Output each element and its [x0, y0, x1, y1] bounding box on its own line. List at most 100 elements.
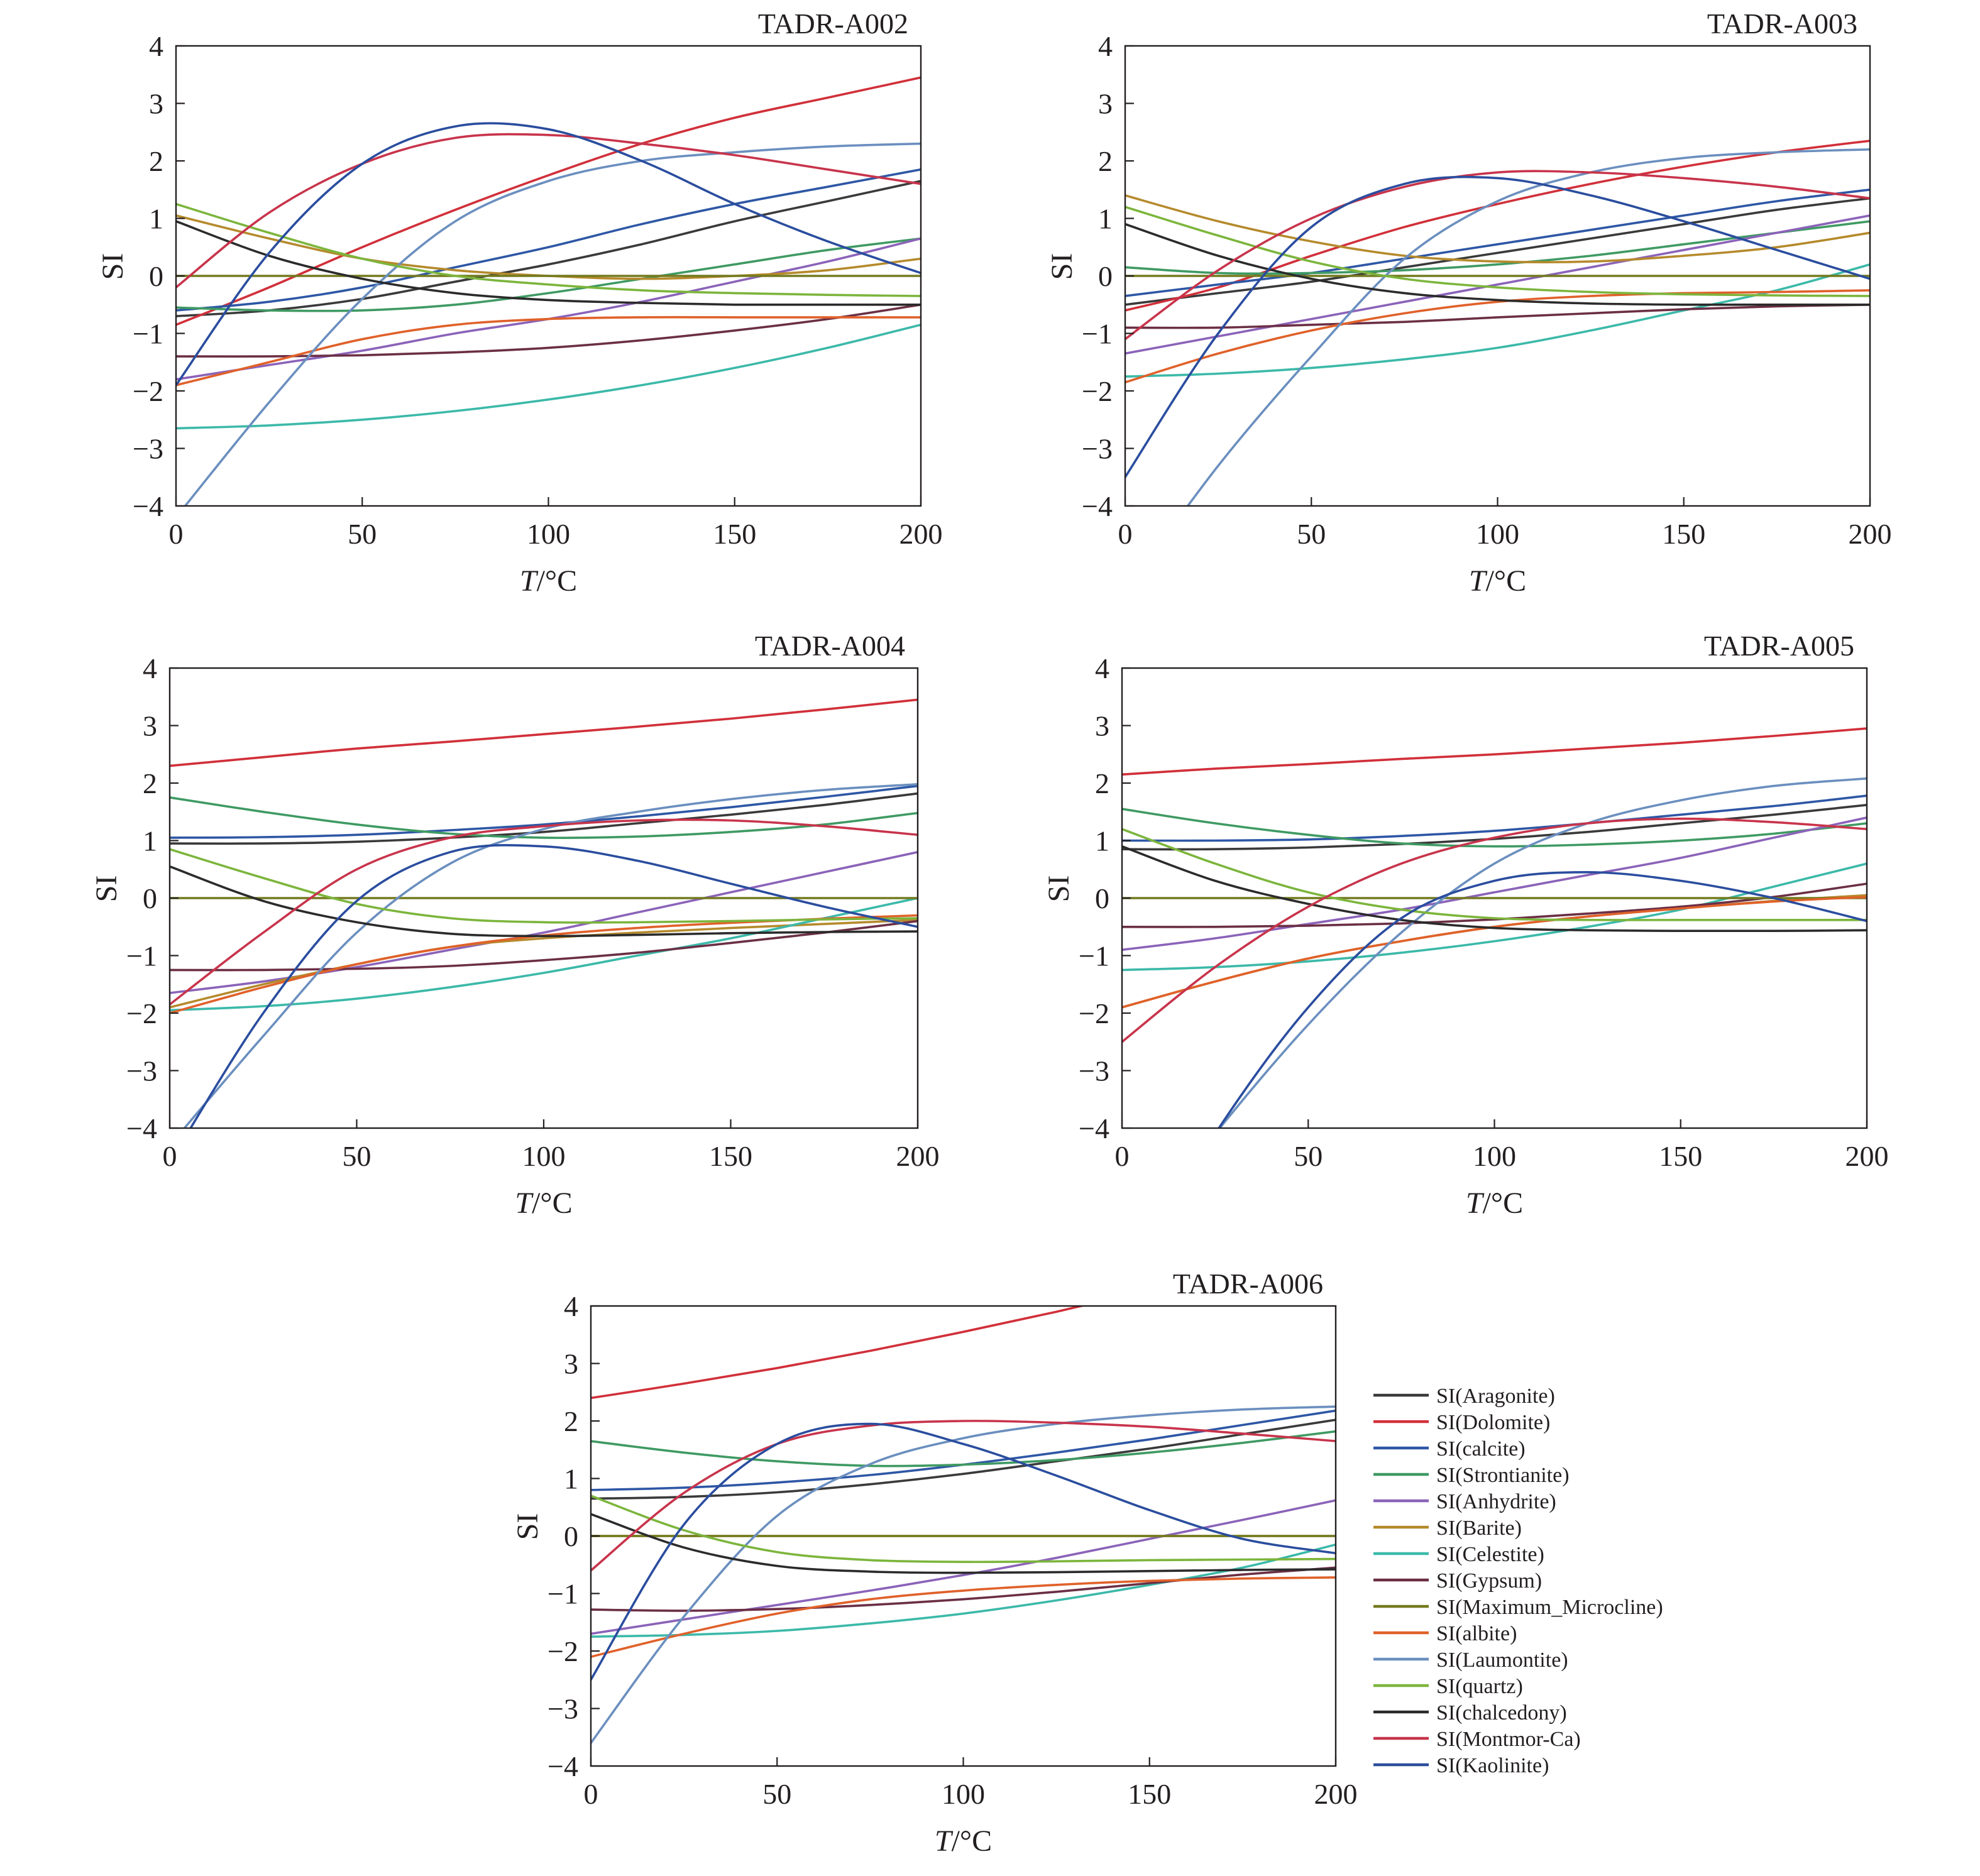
legend-label: SI(Dolomite)	[1436, 1411, 1550, 1434]
series-line-si-aragonite	[1125, 197, 1870, 306]
x-tick-label: 200	[896, 1140, 940, 1172]
legend-item-si-chalcedony: SI(chalcedony)	[1373, 1701, 1567, 1725]
series-line-si-kaolinite	[189, 843, 918, 1128]
series-line-si-albite	[1122, 896, 1867, 1009]
chart-panel-5: 0 50 100 150 200 4 3 2 1 0 −1 −2 −3 −4 TADR-A006 T/°C SI	[511, 1268, 1358, 1858]
panel-title: TADR-A003	[1707, 8, 1857, 40]
panel-title: TADR-A004	[755, 630, 905, 662]
chart-panel-2: 0 50 100 150 200 4 3 2 1 0 −1 −2 −3 −4 TADR-A003 T/°C SI	[1045, 8, 1892, 598]
y-tick-label: 3	[143, 710, 157, 742]
x-tick-label: 150	[709, 1140, 752, 1172]
series-line-si-quartz	[1122, 828, 1867, 921]
x-axis-label: T/°C	[935, 1824, 992, 1858]
legend-item-si-gypsum: SI(Gypsum)	[1373, 1569, 1542, 1593]
legend-label: SI(Laumontite)	[1436, 1648, 1568, 1672]
series-line-si-calcite	[176, 168, 921, 312]
legend-label: SI(Strontianite)	[1436, 1464, 1570, 1487]
legend-label: SI(Maximum_Microcline)	[1436, 1596, 1663, 1619]
x-tick-label: 50	[762, 1778, 791, 1810]
panel-title: TADR-A002	[758, 8, 908, 40]
chart-panel-3: 0 50 100 150 200 4 3 2 1 0 −1 −2 −3 −4 TADR-A004 T/°C SI	[90, 630, 940, 1220]
x-axis-label: T/°C	[520, 564, 577, 598]
legend-item-si-maximum-microcline: SI(Maximum_Microcline)	[1373, 1596, 1663, 1619]
y-tick-label: −2	[1079, 997, 1109, 1029]
y-tick-label: −3	[547, 1693, 578, 1725]
y-tick-label: −3	[133, 433, 163, 465]
legend-item-si-kaolinite: SI(Kaolinite)	[1373, 1754, 1549, 1777]
x-tick-label: 100	[1476, 518, 1519, 550]
x-tick-label: 200	[1314, 1778, 1358, 1810]
series-line-si-kaolinite	[1217, 871, 1867, 1128]
legend-item-si-anhydrite: SI(Anhydrite)	[1373, 1490, 1556, 1513]
x-tick-label: 200	[1845, 1140, 1889, 1172]
series-lines	[1125, 140, 1870, 506]
x-tick-label: 50	[343, 1140, 371, 1172]
y-tick-label: 3	[1095, 710, 1109, 742]
y-tick-label: 2	[149, 145, 163, 177]
legend-label: SI(Kaolinite)	[1436, 1754, 1549, 1777]
y-tick-label: 4	[149, 30, 163, 62]
series-line-si-laumontite	[183, 783, 918, 1128]
series-lines	[591, 1306, 1336, 1745]
series-line-si-chalcedony	[1125, 222, 1870, 306]
series-line-si-barite	[1125, 194, 1870, 264]
series-line-si-gypsum	[1125, 304, 1870, 329]
series-lines	[176, 76, 921, 506]
legend-label: SI(Aragonite)	[1436, 1385, 1555, 1408]
y-axis-label: SI	[90, 875, 123, 902]
series-line-si-dolomite	[1125, 140, 1870, 312]
y-tick-label: 2	[564, 1405, 578, 1437]
series-line-si-albite	[176, 315, 921, 387]
y-axis-label: SI	[1045, 253, 1079, 280]
y-tick-label: 4	[143, 652, 157, 684]
legend-item-si-calcite: SI(calcite)	[1373, 1437, 1526, 1461]
y-tick-label: 4	[1098, 30, 1113, 62]
y-axis-label: SI	[1042, 875, 1075, 902]
series-line-si-albite	[1125, 289, 1870, 384]
series-line-si-montmor-ca	[176, 133, 921, 289]
series-lines	[1122, 727, 1867, 1128]
x-tick-label: 0	[1115, 1140, 1130, 1172]
series-line-si-gypsum	[591, 1566, 1336, 1612]
legend: SI(Aragonite) SI(Dolomite) SI(calcite) SI(S…	[1373, 1385, 1663, 1777]
series-line-si-quartz	[1125, 206, 1870, 297]
series-line-si-chalcedony	[170, 865, 918, 938]
series-line-si-kaolinite	[176, 122, 921, 387]
y-tick-label: 0	[1098, 260, 1113, 292]
series-line-si-gypsum	[170, 919, 918, 972]
y-tick-label: −1	[126, 940, 157, 972]
series-line-si-laumontite	[184, 142, 921, 506]
legend-item-si-barite: SI(Barite)	[1373, 1517, 1522, 1540]
series-line-si-anhydrite	[1125, 214, 1870, 355]
legend-item-si-dolomite: SI(Dolomite)	[1373, 1411, 1550, 1434]
series-line-si-kaolinite	[1125, 175, 1870, 479]
series-line-si-aragonite	[1122, 804, 1867, 851]
y-tick-label: 0	[564, 1520, 578, 1552]
x-tick-label: 50	[348, 518, 377, 550]
legend-item-si-montmor-ca: SI(Montmor-Ca)	[1373, 1728, 1581, 1751]
series-line-si-calcite	[1122, 794, 1867, 842]
x-tick-label: 50	[1297, 518, 1326, 550]
series-line-si-celestite	[176, 324, 921, 430]
series-line-si-calcite	[591, 1409, 1336, 1491]
series-line-si-chalcedony	[176, 220, 921, 306]
y-axis-label: SI	[96, 253, 129, 280]
y-tick-label: 4	[564, 1290, 578, 1322]
x-tick-label: 200	[1849, 518, 1892, 550]
series-line-si-quartz	[170, 848, 918, 924]
y-tick-label: −4	[1082, 490, 1113, 522]
series-line-si-gypsum	[176, 304, 921, 358]
series-line-si-strontianite	[1122, 808, 1867, 848]
series-line-si-anhydrite	[1122, 816, 1867, 952]
x-axis-label: T/°C	[1469, 564, 1526, 598]
series-line-si-quartz	[591, 1495, 1336, 1564]
y-tick-label: −4	[547, 1750, 578, 1782]
y-tick-label: 3	[1098, 88, 1113, 120]
series-line-si-montmor-ca	[170, 818, 918, 1006]
x-tick-label: 50	[1294, 1140, 1323, 1172]
x-tick-label: 100	[527, 518, 570, 550]
legend-label: SI(albite)	[1436, 1622, 1517, 1645]
series-line-si-dolomite	[1122, 727, 1867, 776]
series-line-si-dolomite	[170, 698, 918, 767]
